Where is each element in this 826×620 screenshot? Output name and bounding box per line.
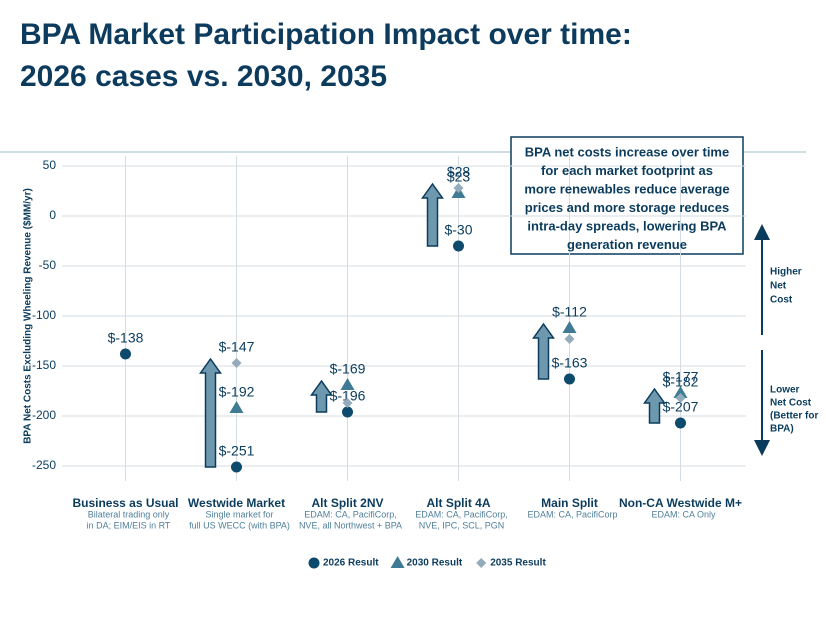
point — [231, 461, 242, 473]
point — [453, 183, 464, 193]
change-arrow — [532, 322, 555, 380]
legend-label: 2030 Result — [407, 558, 463, 569]
chart-title: BPA Market Participation Impact over tim… — [20, 18, 632, 51]
side-label: Net — [770, 281, 787, 292]
data-label: $-196 — [330, 388, 366, 404]
y-tick-label: 50 — [43, 158, 57, 172]
x-tick-label: Alt Split 4A — [426, 496, 490, 510]
y-axis-label: BPA Net Costs Excluding Wheeling Revenue… — [23, 188, 34, 444]
y-tick-label: -100 — [32, 308, 56, 322]
data-label: $-138 — [108, 330, 144, 346]
point — [308, 557, 320, 569]
point — [564, 334, 575, 344]
data-label: $-30 — [444, 222, 472, 238]
category-note: NVE, IPC, SCL, PGN — [419, 520, 505, 530]
x-tick-label: Non-CA Westwide M+ — [619, 496, 742, 510]
side-label: BPA) — [770, 424, 794, 435]
x-tick-label: Alt Split 2NV — [311, 496, 383, 510]
annotation-text: more renewables reduce average — [524, 181, 729, 196]
category-note: EDAM: CA Only — [651, 509, 716, 519]
annotation-text: for each market footprint as — [541, 163, 713, 178]
point — [342, 406, 353, 418]
x-tick-label: Business as Usual — [72, 496, 178, 510]
side-label: Net Cost — [770, 398, 812, 409]
point — [673, 386, 688, 398]
point — [675, 393, 686, 403]
category-note: EDAM: CA, PacifiCorp, — [304, 509, 397, 519]
annotation-box — [510, 136, 744, 255]
point — [453, 240, 464, 252]
point — [229, 401, 244, 413]
data-label: $-182 — [663, 374, 699, 390]
change-arrow — [643, 387, 666, 424]
change-arrow — [421, 182, 444, 247]
category-note: full US WECC (with BPA) — [189, 520, 290, 530]
annotation-text: prices and more storage reduces — [525, 200, 729, 215]
side-label: Cost — [770, 295, 793, 306]
data-label: $-177 — [663, 369, 699, 385]
point — [390, 556, 405, 568]
category-note: Single market for — [205, 509, 273, 519]
change-arrow — [310, 379, 333, 413]
annotation-text: generation revenue — [567, 237, 687, 252]
category-note: Bilateral trading only — [88, 509, 170, 519]
point — [476, 558, 487, 568]
point — [342, 398, 353, 408]
y-tick-label: -50 — [39, 258, 57, 272]
y-tick-label: -250 — [32, 458, 56, 472]
category-note: in DA; EIM/EIS in RT — [87, 520, 171, 530]
chart-title: 2026 cases vs. 2030, 2035 — [20, 60, 387, 93]
data-label: $-112 — [552, 304, 587, 320]
annotation-text: BPA net costs increase over time — [525, 144, 729, 159]
annotation-text: intra-day spreads, lowering BPA — [527, 218, 727, 233]
data-label: $28 — [447, 164, 471, 180]
point — [231, 358, 242, 368]
data-label: $-207 — [663, 399, 699, 415]
side-label: Higher — [770, 267, 802, 278]
point — [562, 321, 577, 333]
category-note: EDAM: CA, PacifiCorp — [527, 509, 617, 519]
data-label: $-251 — [219, 443, 255, 459]
x-tick-label: Main Split — [541, 496, 598, 510]
y-tick-label: -200 — [32, 408, 56, 422]
point — [564, 373, 575, 385]
data-label: $-169 — [330, 361, 366, 377]
data-label: $-163 — [552, 355, 588, 371]
data-label: $-192 — [219, 384, 255, 400]
point — [675, 417, 686, 429]
change-arrow — [199, 357, 222, 468]
point — [120, 348, 131, 360]
point — [340, 378, 355, 390]
data-label: $23 — [447, 169, 471, 185]
side-label: Lower — [770, 385, 800, 396]
side-label: (Better for — [770, 411, 818, 422]
y-tick-label: 0 — [49, 208, 56, 222]
legend-label: 2026 Result — [323, 558, 379, 569]
category-note: NVE, all Northwest + BPA — [299, 520, 402, 530]
y-tick-label: -150 — [32, 358, 56, 372]
data-label: $-147 — [219, 339, 255, 355]
category-note: EDAM: CA, PacifiCorp, — [415, 509, 508, 519]
x-tick-label: Westwide Market — [188, 496, 285, 510]
legend-label: 2035 Result — [490, 558, 546, 569]
